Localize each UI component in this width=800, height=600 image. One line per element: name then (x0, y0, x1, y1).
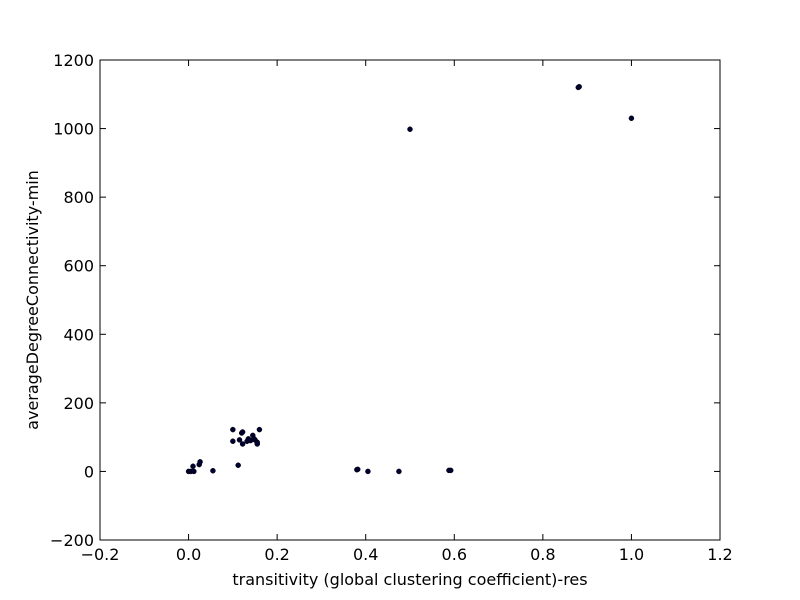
y-tick-label: 1000 (53, 120, 94, 139)
y-tick-label: 600 (63, 257, 94, 276)
scatter-point (628, 115, 635, 122)
x-tick-label: −0.2 (81, 545, 120, 564)
scatter-point (230, 438, 236, 445)
scatter-point (191, 468, 197, 475)
scatter-point (576, 83, 582, 90)
y-tick-label: 1200 (53, 51, 94, 70)
x-tick-label: 0.6 (442, 545, 467, 564)
scatter-point (197, 459, 203, 465)
y-tick-label: 800 (63, 188, 94, 207)
scatter-point (210, 467, 216, 474)
scatter-point (254, 441, 260, 447)
x-tick-label: 1.2 (707, 545, 732, 564)
y-tick-label: 0 (84, 462, 94, 481)
x-axis-title: transitivity (global clustering coeffici… (232, 570, 587, 589)
tick-labels-layer: −0.2 0.0 0.2 0.4 0.6 0.8 1.0 1.2 −200 0 200 400 600 8… (50, 51, 733, 564)
scatter-point (235, 462, 241, 469)
scatter-point (365, 468, 371, 475)
y-axis-title: averageDegreeConnectivity-min (23, 170, 42, 430)
scatter-point (256, 426, 263, 433)
scatter-point (239, 441, 246, 447)
x-tick-label: 0.0 (176, 545, 201, 564)
x-tick-label: 0.4 (353, 545, 378, 564)
scatter-point (447, 467, 454, 474)
scatter-point (407, 126, 413, 133)
plot-frame (99, 59, 721, 541)
y-tick-label: 200 (63, 394, 94, 413)
x-tick-label: 0.2 (264, 545, 289, 564)
scatter-point (230, 426, 236, 433)
scatter-point (239, 429, 246, 435)
scatter-point (396, 468, 402, 475)
scatter-point (190, 463, 196, 470)
x-tick-label: 1.0 (619, 545, 644, 564)
x-tick-label: 0.8 (530, 545, 555, 564)
points-layer (185, 83, 635, 475)
y-tick-label: 400 (63, 325, 94, 344)
scatter-point (236, 437, 243, 443)
scatter-point (354, 466, 361, 473)
y-tick-label: −200 (50, 531, 94, 550)
